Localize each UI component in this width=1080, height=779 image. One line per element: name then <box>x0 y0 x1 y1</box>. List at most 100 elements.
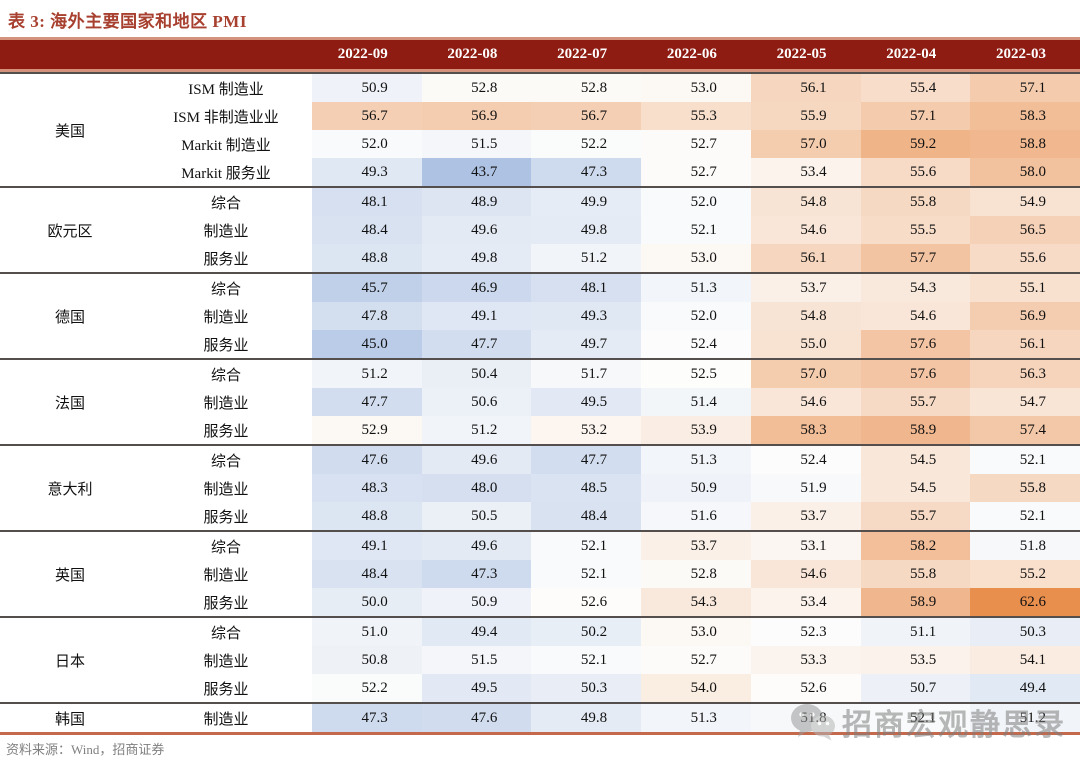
pmi-value-cell: 57.7 <box>860 244 971 272</box>
date-header: 2022-06 <box>666 46 717 62</box>
pmi-value-cell: 55.8 <box>970 474 1080 502</box>
pmi-value-cell: 49.8 <box>531 216 642 244</box>
pmi-value-cell: 56.7 <box>531 102 642 130</box>
pmi-value-cell: 50.4 <box>421 360 532 388</box>
pmi-value-cell: 50.6 <box>421 388 532 416</box>
pmi-value-cell: 58.0 <box>970 158 1080 186</box>
pmi-value-cell: 47.7 <box>421 330 532 358</box>
pmi-value-cell: 50.7 <box>860 674 971 702</box>
pmi-value-cell: 51.6 <box>641 502 751 530</box>
pmi-value-cell: 45.0 <box>312 330 422 358</box>
pmi-value-cell: 47.8 <box>312 302 422 330</box>
indicator-label: 服务业 <box>203 595 249 612</box>
pmi-value-cell: 55.4 <box>860 74 971 102</box>
pmi-value-cell: 56.1 <box>970 330 1080 358</box>
pmi-value-cell: 52.4 <box>750 446 861 474</box>
pmi-value-cell: 57.6 <box>860 330 971 358</box>
country-group: 欧元区 综合 48.1 48.9 49.9 52.0 54.8 55.8 54.9 制造业 48.4… <box>0 186 1080 272</box>
country-group: 韩国 制造业 47.3 47.6 49.8 51.3 51.8 52.1 51.2 <box>0 702 1080 732</box>
pmi-value-cell: 49.1 <box>421 302 532 330</box>
pmi-value-cell: 49.7 <box>531 330 642 358</box>
pmi-value-cell: 51.2 <box>312 360 422 388</box>
pmi-value-cell: 52.0 <box>312 130 422 158</box>
date-header: 2022-09 <box>337 46 388 62</box>
pmi-value-cell: 50.2 <box>531 618 642 646</box>
pmi-value-cell: 53.7 <box>750 274 861 302</box>
table-header-row: 2022-09 2022-08 2022-07 2022-06 2022-05 2022-… <box>0 37 1080 72</box>
source-note: 资料来源：Wind，招商证券 <box>6 742 165 757</box>
pmi-value-cell: 49.1 <box>312 532 422 560</box>
pmi-value-cell: 51.2 <box>531 244 642 272</box>
pmi-value-cell: 51.1 <box>860 618 971 646</box>
indicator-label: 服务业 <box>203 337 249 354</box>
country-label: 韩国 <box>54 711 85 728</box>
pmi-value-cell: 58.9 <box>860 416 971 444</box>
pmi-value-cell: 49.5 <box>421 674 532 702</box>
country-group: 意大利 综合 47.6 49.6 47.7 51.3 52.4 54.5 52.1 制造业 48.3… <box>0 444 1080 530</box>
date-header: 2022-07 <box>557 46 608 62</box>
pmi-value-cell: 53.0 <box>641 618 751 646</box>
pmi-value-cell: 52.1 <box>970 446 1080 474</box>
table-title: 表 3: 海外主要国家和地区 PMI <box>8 12 247 31</box>
pmi-value-cell: 50.5 <box>421 502 532 530</box>
pmi-value-cell: 48.8 <box>312 244 422 272</box>
pmi-value-cell: 52.7 <box>641 646 751 674</box>
indicator-label: 服务业 <box>203 423 249 440</box>
pmi-value-cell: 49.8 <box>531 704 642 732</box>
pmi-value-cell: 56.3 <box>970 360 1080 388</box>
pmi-value-cell: 53.0 <box>641 244 751 272</box>
pmi-value-cell: 55.5 <box>860 216 971 244</box>
indicator-label: 综合 <box>210 281 241 298</box>
pmi-value-cell: 49.6 <box>421 532 532 560</box>
indicator-label: 制造业 <box>203 481 249 498</box>
pmi-value-cell: 53.7 <box>641 532 751 560</box>
pmi-value-cell: 48.4 <box>531 502 642 530</box>
pmi-value-cell: 51.0 <box>312 618 422 646</box>
pmi-value-cell: 52.1 <box>860 704 971 732</box>
date-header: 2022-05 <box>776 46 827 62</box>
pmi-value-cell: 52.2 <box>531 130 642 158</box>
pmi-value-cell: 51.2 <box>970 704 1080 732</box>
pmi-value-cell: 57.4 <box>970 416 1080 444</box>
pmi-value-cell: 49.3 <box>531 302 642 330</box>
pmi-value-cell: 52.8 <box>531 74 642 102</box>
pmi-value-cell: 51.4 <box>641 388 751 416</box>
pmi-value-cell: 48.3 <box>312 474 422 502</box>
pmi-value-cell: 54.9 <box>970 188 1080 216</box>
indicator-label: 制造业 <box>203 653 249 670</box>
indicator-label: ISM 非制造业业 <box>173 109 279 126</box>
indicator-label: 服务业 <box>203 509 249 526</box>
pmi-value-cell: 51.3 <box>641 704 751 732</box>
pmi-value-cell: 55.7 <box>860 388 971 416</box>
pmi-value-cell: 52.0 <box>641 188 751 216</box>
pmi-value-cell: 43.7 <box>421 158 532 186</box>
pmi-value-cell: 47.7 <box>531 446 642 474</box>
date-header: 2022-04 <box>886 46 937 62</box>
pmi-value-cell: 48.5 <box>531 474 642 502</box>
pmi-value-cell: 54.5 <box>860 474 971 502</box>
indicator-label: 制造业 <box>203 395 249 412</box>
pmi-value-cell: 56.1 <box>750 74 861 102</box>
country-label: 欧元区 <box>47 223 93 240</box>
pmi-value-cell: 52.0 <box>641 302 751 330</box>
pmi-value-cell: 54.5 <box>860 446 971 474</box>
pmi-value-cell: 51.3 <box>641 274 751 302</box>
country-group: 法国 综合 51.2 50.4 51.7 52.5 57.0 57.6 56.3 制造业 47.7 5… <box>0 358 1080 444</box>
pmi-value-cell: 49.4 <box>970 674 1080 702</box>
pmi-value-cell: 52.6 <box>531 588 642 616</box>
pmi-value-cell: 52.1 <box>531 646 642 674</box>
pmi-value-cell: 52.1 <box>531 560 642 588</box>
country-label: 德国 <box>54 309 85 326</box>
pmi-value-cell: 53.3 <box>750 646 861 674</box>
pmi-value-cell: 57.0 <box>750 360 861 388</box>
pmi-value-cell: 53.9 <box>641 416 751 444</box>
pmi-value-cell: 54.6 <box>750 216 861 244</box>
pmi-value-cell: 47.3 <box>312 704 422 732</box>
pmi-value-cell: 56.9 <box>421 102 532 130</box>
pmi-value-cell: 54.7 <box>970 388 1080 416</box>
pmi-value-cell: 48.0 <box>421 474 532 502</box>
country-label: 意大利 <box>47 481 93 498</box>
pmi-value-cell: 55.0 <box>750 330 861 358</box>
pmi-value-cell: 56.7 <box>312 102 422 130</box>
pmi-value-cell: 52.6 <box>750 674 861 702</box>
